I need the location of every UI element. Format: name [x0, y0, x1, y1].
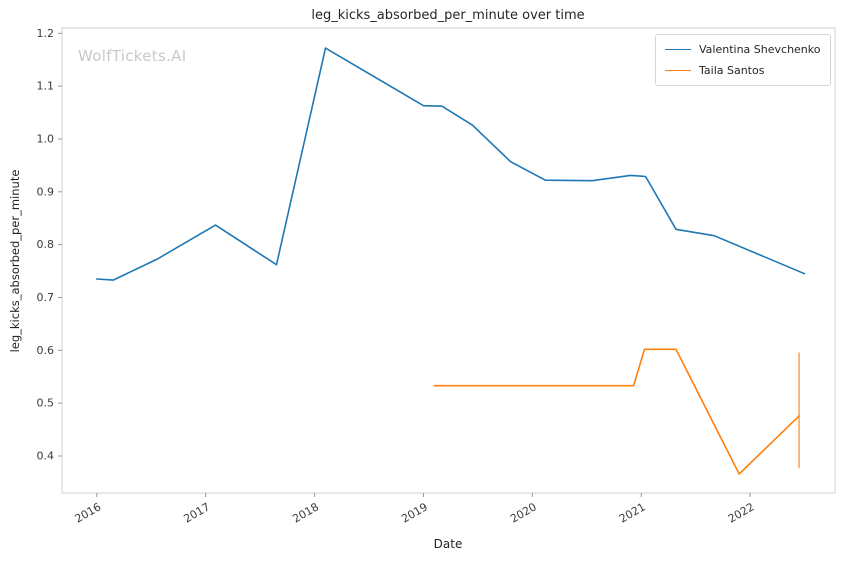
y-tick-label: 0.9	[37, 185, 55, 198]
legend: Valentina Shevchenko Taila Santos	[655, 34, 831, 86]
watermark: WolfTickets.AI	[78, 47, 187, 65]
y-tick-label: 0.5	[37, 397, 55, 410]
y-tick-label: 0.6	[37, 344, 55, 357]
chart-title: leg_kicks_absorbed_per_minute over time	[311, 8, 585, 23]
y-tick-label: 0.7	[37, 291, 55, 304]
x-tick-label: 2020	[508, 500, 539, 525]
legend-label: Valentina Shevchenko	[699, 43, 821, 56]
y-tick-label: 1.2	[37, 27, 55, 40]
x-tick-label: 2021	[617, 500, 648, 525]
y-tick-label: 1.0	[37, 132, 55, 145]
x-tick-label: 2018	[290, 500, 321, 525]
x-tick-label: 2019	[399, 500, 430, 525]
y-axis-label: leg_kicks_absorbed_per_minute	[8, 169, 22, 353]
series-line-0	[96, 47, 806, 281]
legend-line-sample	[665, 70, 691, 71]
legend-line-sample	[665, 49, 691, 50]
x-axis-label: Date	[433, 537, 463, 551]
plot-border	[61, 27, 836, 494]
legend-item: Valentina Shevchenko	[665, 43, 821, 56]
x-tick-label: 2022	[726, 500, 757, 525]
x-tick-label: 2017	[181, 500, 212, 525]
legend-label: Taila Santos	[699, 64, 765, 77]
y-tick-label: 0.8	[37, 238, 55, 251]
series-line-1	[433, 348, 800, 475]
x-tick-label: 2016	[73, 500, 104, 525]
y-tick-label: 0.4	[37, 450, 55, 463]
legend-item: Taila Santos	[665, 64, 821, 77]
y-tick-label: 1.1	[37, 80, 55, 93]
